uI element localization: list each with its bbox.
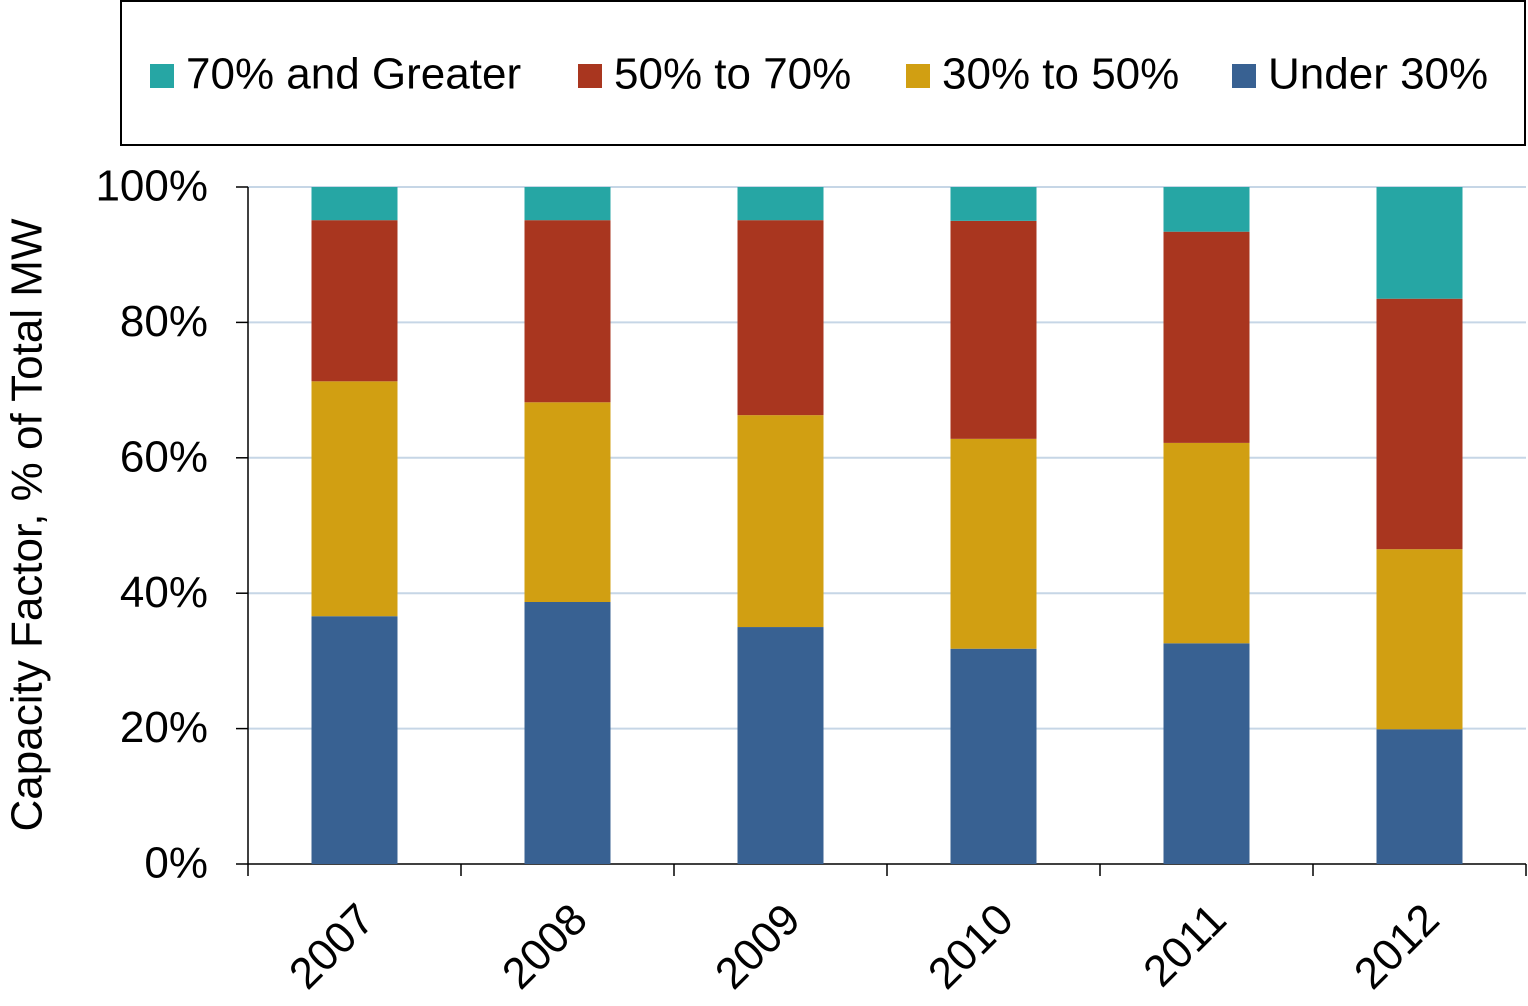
legend-label: Under 30% — [1268, 50, 1488, 99]
y-axis-title: Capacity Factor, % of Total MW — [3, 218, 52, 831]
y-tick-label: 40% — [120, 568, 208, 617]
legend-box — [120, 0, 1526, 146]
bar-segment — [950, 648, 1037, 864]
bar-segment — [1163, 643, 1250, 864]
legend-label: 70% and Greater — [186, 50, 521, 99]
bar-segment — [1163, 231, 1250, 443]
x-tick-label: 2009 — [706, 895, 810, 999]
y-tick-label: 100% — [95, 162, 208, 211]
bar-segment — [1376, 549, 1463, 730]
legend-swatch — [150, 64, 174, 88]
bar-segment — [524, 220, 611, 403]
legend-swatch — [1232, 64, 1256, 88]
y-tick-label: 80% — [120, 297, 208, 346]
bar-segment — [524, 602, 611, 864]
bar-segment — [311, 187, 398, 221]
legend-label: 50% to 70% — [614, 50, 851, 99]
bar-segment — [1163, 442, 1250, 644]
legend-swatch — [906, 64, 930, 88]
bar-segment — [950, 438, 1037, 649]
bar-segment — [1376, 729, 1463, 864]
bar-segment — [311, 220, 398, 382]
bar-segment — [524, 402, 611, 603]
bar-segment — [737, 415, 824, 628]
bar-segment — [950, 187, 1037, 221]
bar-segment — [1163, 187, 1250, 232]
bar-segment — [737, 187, 824, 221]
bar-segment — [1376, 298, 1463, 550]
bar-segment — [737, 627, 824, 864]
bar-segment — [737, 220, 824, 416]
x-tick-label: 2010 — [919, 895, 1023, 999]
bar-segment — [311, 616, 398, 864]
y-tick-label: 60% — [120, 432, 208, 481]
x-tick-label: 2007 — [280, 895, 384, 999]
legend-swatch — [578, 64, 602, 88]
legend-label: 30% to 50% — [942, 50, 1179, 99]
x-tick-label: 2011 — [1134, 895, 1236, 997]
bar-segment — [1376, 187, 1463, 299]
x-tick-label: 2012 — [1345, 895, 1449, 999]
y-tick-label: 20% — [120, 703, 208, 752]
bar-segment — [311, 381, 398, 617]
x-tick-label: 2008 — [493, 895, 597, 999]
y-tick-label: 0% — [144, 839, 208, 888]
bar-segment — [950, 220, 1037, 439]
bar-segment — [524, 187, 611, 221]
